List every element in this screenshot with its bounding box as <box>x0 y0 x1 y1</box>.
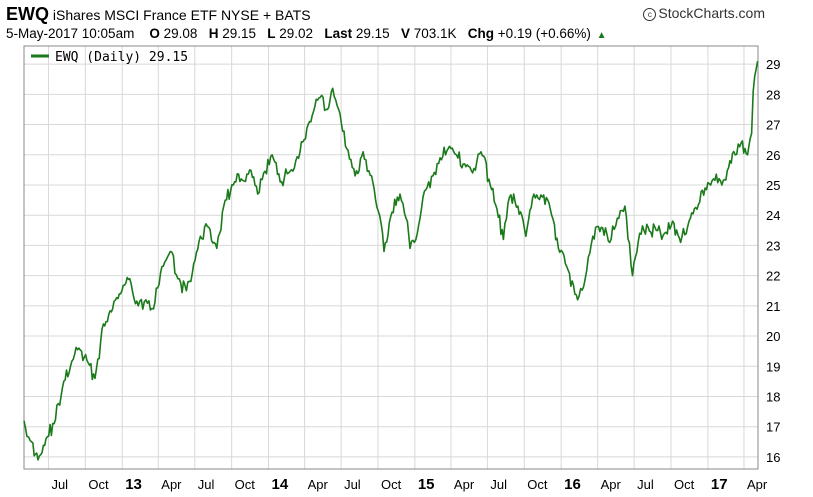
x-tick-label: Jul <box>490 477 507 492</box>
x-tick-label: Oct <box>88 477 109 492</box>
y-tick-label: 20 <box>766 329 780 344</box>
x-tick-label: Apr <box>161 477 182 492</box>
change-value: +0.19 (+0.66%) <box>497 26 591 41</box>
x-tick-label: 16 <box>564 476 581 493</box>
exchange-label: NYSE + BATS <box>220 7 311 23</box>
y-tick-label: 25 <box>766 178 780 193</box>
copyright-icon: c <box>643 8 657 21</box>
fund-name: iShares MSCI France ETF <box>52 7 218 23</box>
y-tick-label: 23 <box>766 238 780 253</box>
y-axis-ticks: 16 17 18 19 20 21 22 23 24 25 26 27 28 29 <box>766 57 780 465</box>
x-tick-label: Apr <box>308 477 329 492</box>
up-triangle-icon: ▲ <box>596 30 607 41</box>
y-tick-label: 26 <box>766 148 780 163</box>
x-tick-label: Jul <box>344 477 361 492</box>
quote-date: 5-May-2017 10:05am <box>6 26 135 41</box>
x-tick-label: Oct <box>381 477 402 492</box>
quote-line: 5-May-2017 10:05am O 29.08 H 29.15 L 29.… <box>6 26 607 41</box>
x-tick-label: Apr <box>747 477 768 492</box>
x-tick-label: Jul <box>198 477 215 492</box>
x-tick-label: 13 <box>125 476 142 493</box>
y-tick-label: 19 <box>766 359 780 374</box>
y-tick-label: 18 <box>766 389 780 404</box>
price-series-line <box>23 60 759 461</box>
x-tick-label: 14 <box>272 476 289 493</box>
x-tick-label: Apr <box>601 477 622 492</box>
open-label: O <box>149 26 160 41</box>
open-value: 29.08 <box>163 26 198 41</box>
y-tick-label: 27 <box>766 118 780 133</box>
change-label: Chg <box>467 26 495 41</box>
plot-frame <box>23 45 759 470</box>
x-tick-label: Jul <box>51 477 68 492</box>
y-tick-label: 28 <box>766 87 780 102</box>
last-label: Last <box>324 26 353 41</box>
x-tick-label: Apr <box>454 477 475 492</box>
x-tick-label: 17 <box>711 476 728 493</box>
x-tick-label: Jul <box>637 477 654 492</box>
volume-value: 703.1K <box>413 26 457 41</box>
ticker-symbol: EWQ <box>6 4 49 24</box>
grid-lines <box>24 46 758 469</box>
y-tick-label: 17 <box>766 420 780 435</box>
low-label: L <box>267 26 276 41</box>
stockcharts-credit[interactable]: c StockCharts.com <box>643 5 765 21</box>
x-tick-label: Oct <box>674 477 695 492</box>
legend-label: EWQ (Daily) 29.15 <box>55 50 188 65</box>
legend: EWQ (Daily) 29.15 <box>31 50 188 65</box>
x-axis-ticks: Jul Oct 13 Apr Jul Oct 14 Apr Jul Oct 15 Apr Jul Oct 1… <box>51 476 767 493</box>
high-value: 29.15 <box>222 26 256 41</box>
low-value: 29.02 <box>279 26 314 41</box>
y-tick-label: 22 <box>766 269 780 284</box>
y-tick-label: 29 <box>766 57 780 72</box>
volume-label: V <box>400 26 410 41</box>
x-tick-label: 15 <box>418 476 435 493</box>
credit-text: StockCharts.com <box>658 5 765 21</box>
last-value: 29.15 <box>355 26 390 41</box>
chart-header: EWQ iShares MSCI France ETF NYSE + BATS <box>6 4 311 25</box>
x-tick-label: Oct <box>235 477 256 492</box>
high-label: H <box>208 26 219 41</box>
y-tick-label: 16 <box>766 450 780 465</box>
y-tick-label: 21 <box>766 299 780 314</box>
y-tick-label: 24 <box>766 208 780 223</box>
x-tick-label: Oct <box>527 477 548 492</box>
